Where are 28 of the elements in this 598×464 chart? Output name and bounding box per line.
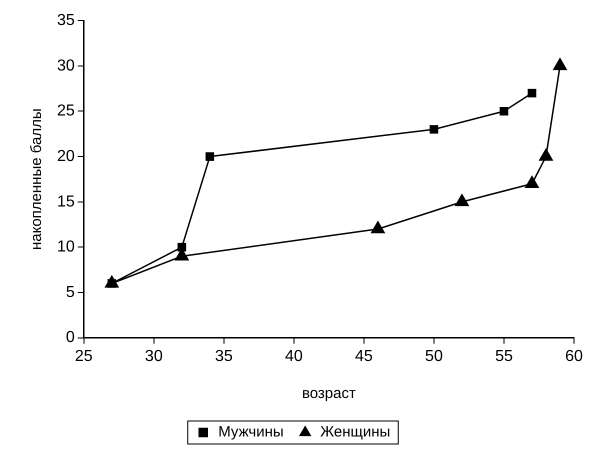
y-tick-label: 5 (66, 284, 75, 301)
y-axis-title: накопленные баллы (28, 108, 46, 250)
x-tick-label: 60 (565, 348, 583, 365)
y-tick-label: 15 (57, 193, 75, 210)
point (430, 125, 438, 134)
y-tick-label: 35 (57, 12, 75, 30)
legend-label: Женщины (320, 424, 390, 441)
y-tick-label: 0 (66, 329, 75, 346)
x-axis-title: возраст (302, 385, 356, 402)
point (528, 88, 536, 98)
x-tick-label: 30 (144, 348, 163, 365)
point (539, 148, 553, 161)
legend-label: Мужчины (218, 424, 284, 441)
point (371, 221, 385, 234)
point (206, 152, 214, 161)
x-tick-label: 40 (284, 348, 303, 365)
point (455, 194, 469, 206)
x-tick-label: 55 (495, 348, 513, 365)
y-tick-label: 30 (57, 57, 75, 74)
y-tick-label: 10 (57, 238, 75, 256)
x-tick-label: 50 (425, 348, 443, 365)
y-tick-label: 20 (57, 148, 75, 165)
point (500, 106, 508, 116)
point (525, 176, 539, 188)
point (178, 242, 186, 252)
x-tick-label: 35 (214, 348, 233, 365)
y-tick-label: 25 (57, 102, 75, 120)
x-tick-label: 45 (355, 348, 373, 365)
